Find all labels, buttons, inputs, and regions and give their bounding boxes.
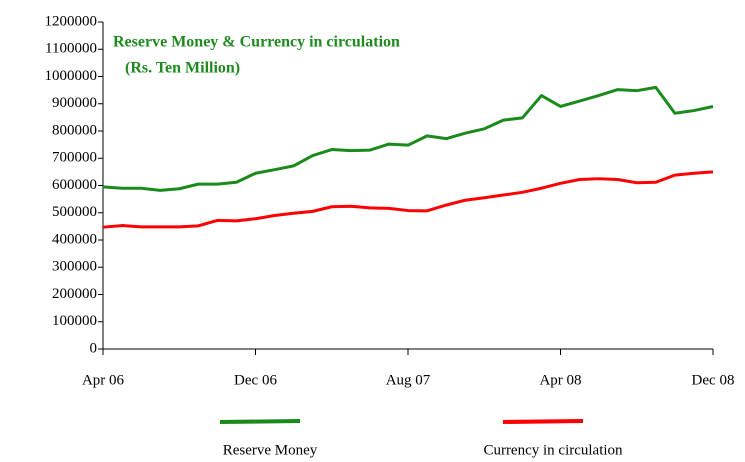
x-tick-label: Dec 08	[692, 372, 735, 388]
y-tick-label: 0	[90, 340, 98, 356]
y-tick-label: 900000	[52, 95, 97, 111]
series-line	[102, 85, 714, 192]
y-tick-label: 600000	[52, 177, 97, 193]
legend-label: Currency in circulation	[483, 442, 623, 458]
y-tick-label: 700000	[52, 150, 97, 166]
y-tick-label: 400000	[52, 231, 97, 247]
y-tick-label: 1000000	[45, 68, 98, 84]
series-line	[102, 170, 714, 229]
x-tick-label: Apr 06	[82, 372, 125, 388]
y-tick-label: 100000	[52, 313, 97, 329]
y-tick-label: 800000	[52, 122, 97, 138]
chart-title: Reserve Money & Currency in circulation	[113, 34, 400, 51]
chart-subtitle: (Rs. Ten Million)	[125, 60, 240, 77]
y-tick-label: 1200000	[45, 13, 98, 29]
x-tick-label: Aug 07	[386, 372, 431, 388]
legend-label: Reserve Money	[223, 442, 318, 458]
legend-swatch	[219, 419, 301, 424]
y-tick-label: 300000	[52, 259, 97, 275]
x-tick-label: Apr 08	[539, 372, 581, 388]
x-tick-label: Dec 06	[234, 372, 277, 388]
y-tick-label: 1100000	[45, 41, 97, 57]
y-tick-label: 200000	[52, 286, 97, 302]
legend-swatch	[502, 419, 584, 424]
y-tick-label: 500000	[52, 204, 97, 220]
